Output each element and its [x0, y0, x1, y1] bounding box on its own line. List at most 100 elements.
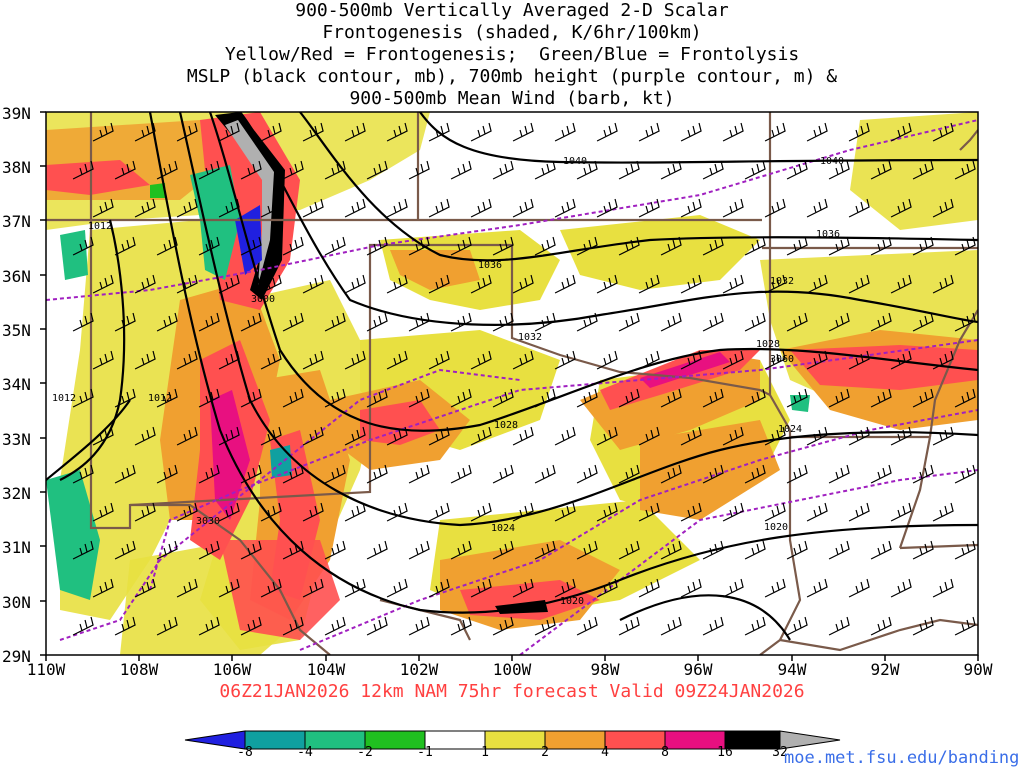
wind-barb [240, 388, 262, 408]
wind-barb [512, 578, 534, 598]
wind-barb [638, 502, 660, 522]
source-url[interactable]: moe.met.fsu.edu/banding [784, 748, 1020, 768]
wind-barb [198, 312, 220, 332]
wind-barb [134, 502, 156, 522]
lat-label: 35N [2, 321, 31, 340]
wind-barb [786, 236, 808, 256]
wind-barb [218, 350, 240, 370]
wind-barb [596, 502, 618, 522]
wind-barb [218, 198, 240, 218]
wind-barb [72, 312, 94, 332]
wind-barb [176, 578, 198, 598]
wind-barb [638, 274, 660, 294]
lon-label: 102W [399, 660, 439, 679]
wind-barb [806, 426, 828, 446]
isobar-label: 1012 [52, 393, 76, 404]
wind-barb [618, 540, 640, 560]
wind-barb [576, 540, 598, 560]
wind-barb [744, 312, 766, 332]
colorbar-label: 8 [661, 745, 669, 760]
wind-barb [492, 616, 514, 636]
wind-barb [470, 198, 492, 218]
wind-barb [72, 616, 94, 636]
wind-barb [408, 160, 430, 180]
lat-label: 30N [2, 593, 31, 612]
wind-barb [260, 426, 282, 446]
wind-barb [428, 426, 450, 446]
wind-barb [596, 426, 618, 446]
wind-barb [198, 388, 220, 408]
wind-barb [344, 122, 366, 142]
wind-barb [260, 350, 282, 370]
wind-barb [324, 616, 346, 636]
wind-barb [72, 160, 94, 180]
colorbar [184, 730, 841, 750]
wind-barb [660, 236, 682, 256]
wind-barb [660, 616, 682, 636]
wind-barb [72, 464, 94, 484]
wind-barb [240, 616, 262, 636]
wind-barb [848, 350, 870, 370]
wind-barb [240, 464, 262, 484]
wind-barb [386, 274, 408, 294]
wind-barb [344, 502, 366, 522]
wind-barb [638, 122, 660, 142]
wind-barb [618, 236, 640, 256]
wind-barb [680, 350, 702, 370]
wind-barb [576, 464, 598, 484]
wind-barb [722, 426, 744, 446]
axis-ticks [40, 111, 979, 661]
wind-barb [954, 388, 976, 408]
wind-barb [198, 540, 220, 560]
wind-barb [198, 236, 220, 256]
wind-barb [260, 578, 282, 598]
isobar-label: 1032 [518, 332, 542, 343]
colorbar-label: -2 [357, 745, 373, 760]
lat-label: 36N [2, 267, 31, 286]
colorbar-label: 2 [541, 745, 549, 760]
wind-barbs [72, 122, 976, 636]
wind-barb [954, 160, 976, 180]
wind-barb [218, 502, 240, 522]
wind-barb [890, 578, 912, 598]
wind-barb [176, 502, 198, 522]
wind-barb [492, 540, 514, 560]
wind-barb [344, 578, 366, 598]
wind-barb [618, 160, 640, 180]
wind-barb [576, 616, 598, 636]
wind-barb [512, 502, 534, 522]
isobar-label: 1020 [764, 522, 788, 533]
lon-label: 92W [870, 660, 900, 679]
wind-barb [324, 312, 346, 332]
lat-label: 38N [2, 158, 31, 177]
wind-barb [764, 502, 786, 522]
colorbar-label: 32 [772, 745, 788, 760]
wind-barb [218, 122, 240, 142]
wind-barb [282, 464, 304, 484]
wind-barb [722, 122, 744, 142]
wind-barb [848, 122, 870, 142]
wind-barb [786, 540, 808, 560]
wind-barb [828, 616, 850, 636]
wind-barb [512, 274, 534, 294]
wind-barb [806, 274, 828, 294]
wind-barb [618, 464, 640, 484]
wind-barb [912, 236, 934, 256]
wind-barb [114, 312, 136, 332]
wind-barb [176, 122, 198, 142]
wind-barb [806, 122, 828, 142]
isobar-label: 1040 [820, 156, 844, 167]
wind-barb [870, 540, 892, 560]
lon-label: 108W [119, 660, 159, 679]
isobar-label: 1020 [560, 596, 584, 607]
lon-label: 100W [492, 660, 532, 679]
wind-barb [596, 198, 618, 218]
wind-barb [932, 502, 954, 522]
wind-barb [596, 122, 618, 142]
wind-barb [744, 388, 766, 408]
wind-barb [722, 274, 744, 294]
wind-barb [324, 540, 346, 560]
wind-barb [324, 388, 346, 408]
wind-barb [722, 578, 744, 598]
